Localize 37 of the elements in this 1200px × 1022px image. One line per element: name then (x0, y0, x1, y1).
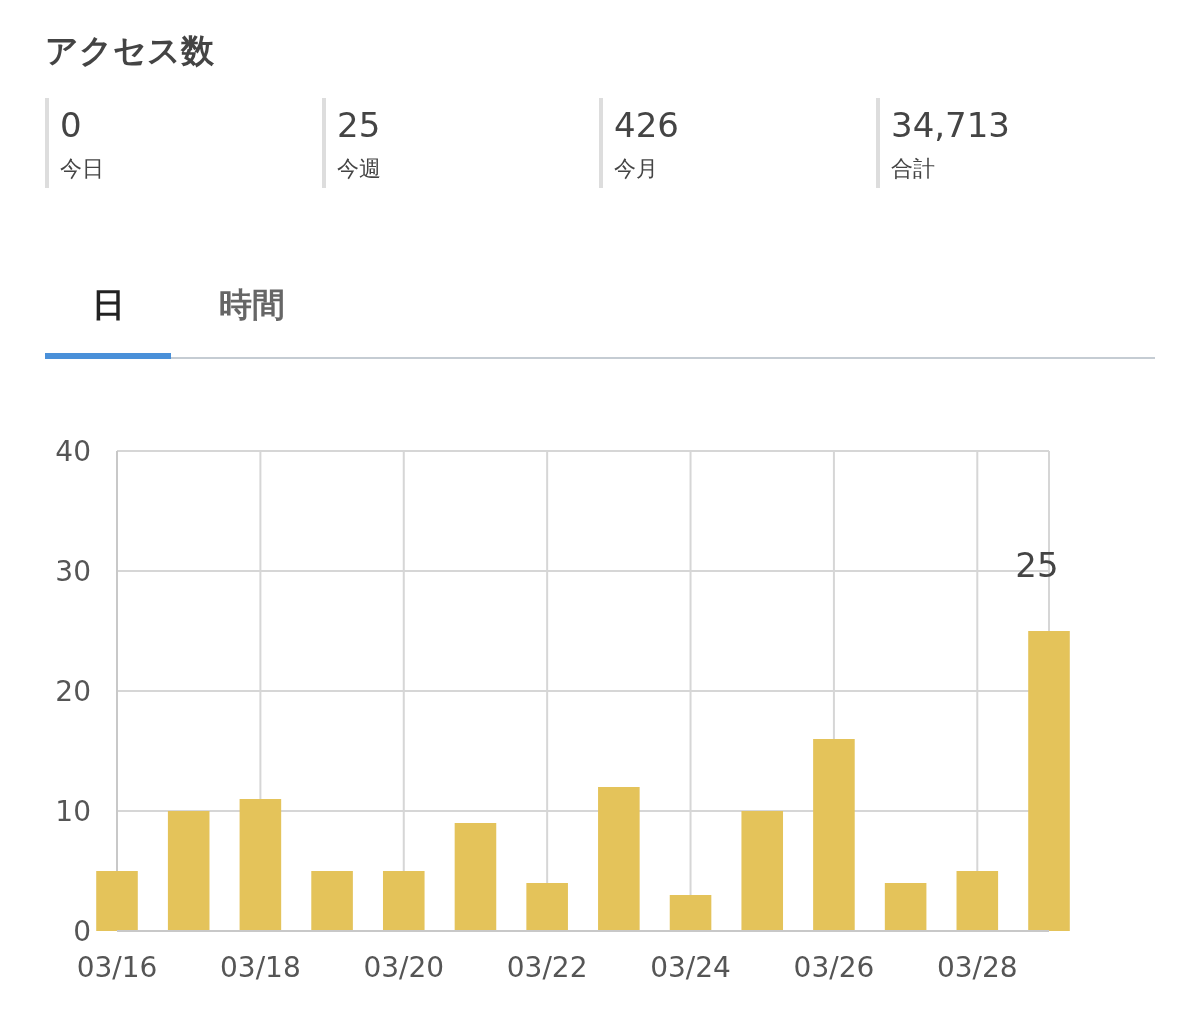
x-tick-label: 03/24 (650, 951, 731, 984)
y-tick-label: 10 (55, 795, 91, 828)
text: 25 (337, 105, 381, 145)
bar (741, 811, 784, 931)
bar (454, 823, 497, 931)
y-tick-label: 20 (55, 675, 91, 708)
text: 日 (91, 285, 125, 324)
text: 時間 (219, 285, 285, 324)
text: 合計 (891, 156, 935, 181)
text: 今週 (337, 156, 381, 181)
bar (669, 895, 712, 931)
bar (1028, 631, 1070, 931)
bar (813, 739, 855, 931)
bar (96, 871, 138, 931)
x-tick-label: 03/18 (220, 951, 301, 984)
y-tick-label: 0 (73, 915, 91, 948)
bar (598, 787, 640, 931)
text: 34,713 (891, 105, 1010, 145)
x-tick-label: 03/20 (363, 951, 445, 984)
bar (956, 871, 999, 931)
text: 426 (614, 105, 679, 145)
y-tick-label: 30 (55, 555, 91, 588)
bar (311, 871, 353, 931)
x-tick-label: 03/26 (793, 951, 875, 984)
text: 今月 (614, 156, 658, 181)
x-tick-label: 03/16 (76, 951, 158, 984)
text: 今日 (60, 156, 104, 181)
data-label: 25 (1015, 545, 1059, 585)
x-tick-label: 03/22 (506, 951, 588, 984)
bar (239, 799, 282, 931)
bar (382, 871, 425, 931)
x-tick-label: 03/28 (936, 951, 1018, 984)
bar (167, 811, 210, 931)
bar (526, 883, 568, 931)
y-tick-label: 40 (55, 435, 91, 468)
text: アクセス数 (45, 31, 215, 70)
bar (884, 883, 927, 931)
